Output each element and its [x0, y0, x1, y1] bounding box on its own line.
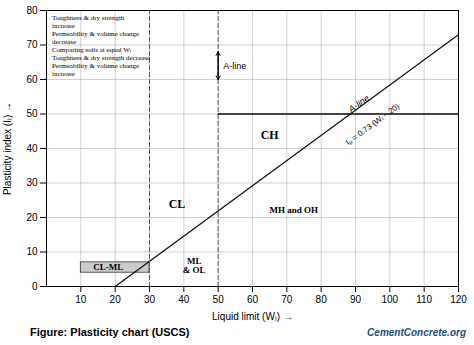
svg-text:60: 60 — [26, 74, 38, 85]
svg-text:80: 80 — [26, 5, 38, 16]
svg-text:Liquid limit (Wₗ) →: Liquid limit (Wₗ) → — [212, 311, 293, 322]
svg-text:CH: CH — [261, 128, 280, 142]
svg-text:30: 30 — [26, 177, 38, 188]
svg-text:Iₚ = 0.73 (Wₗ − 20): Iₚ = 0.73 (Wₗ − 20) — [344, 102, 401, 147]
svg-text:ML& OL: ML& OL — [183, 256, 206, 275]
html-text:Figure: Plasticity chart (USCS: Figure: Plasticity chart (USCS) — [30, 326, 190, 338]
svg-text:10: 10 — [75, 294, 87, 305]
svg-text:A-line: A-line — [223, 61, 246, 71]
svg-text:30: 30 — [144, 294, 156, 305]
svg-text:50: 50 — [26, 108, 38, 119]
svg-text:90: 90 — [350, 294, 362, 305]
svg-text:40: 40 — [26, 143, 38, 154]
svg-text:20: 20 — [26, 212, 38, 223]
svg-text:CL-ML: CL-ML — [93, 262, 123, 272]
svg-text:100: 100 — [381, 294, 398, 305]
svg-text:10: 10 — [26, 246, 38, 257]
svg-text:CL: CL — [169, 197, 186, 211]
svg-text:MH and OH: MH and OH — [269, 205, 318, 215]
svg-text:20: 20 — [110, 294, 122, 305]
svg-text:70: 70 — [26, 39, 38, 50]
svg-text:0: 0 — [32, 281, 38, 292]
svg-text:120: 120 — [450, 294, 467, 305]
svg-text:50: 50 — [213, 294, 225, 305]
svg-text:80: 80 — [316, 294, 328, 305]
svg-text:Toughness & dry strengthincrea: Toughness & dry strengthincreasePermeabi… — [52, 14, 150, 78]
svg-text:Plasticity index (Iₗ) →: Plasticity index (Iₗ) → — [2, 102, 13, 195]
html-text:CementConcrete.org: CementConcrete.org — [367, 326, 466, 338]
svg-text:40: 40 — [178, 294, 190, 305]
svg-text:70: 70 — [281, 294, 293, 305]
svg-text:110: 110 — [416, 294, 432, 305]
svg-text:A-line: A-line — [346, 93, 371, 115]
svg-text:60: 60 — [247, 294, 259, 305]
